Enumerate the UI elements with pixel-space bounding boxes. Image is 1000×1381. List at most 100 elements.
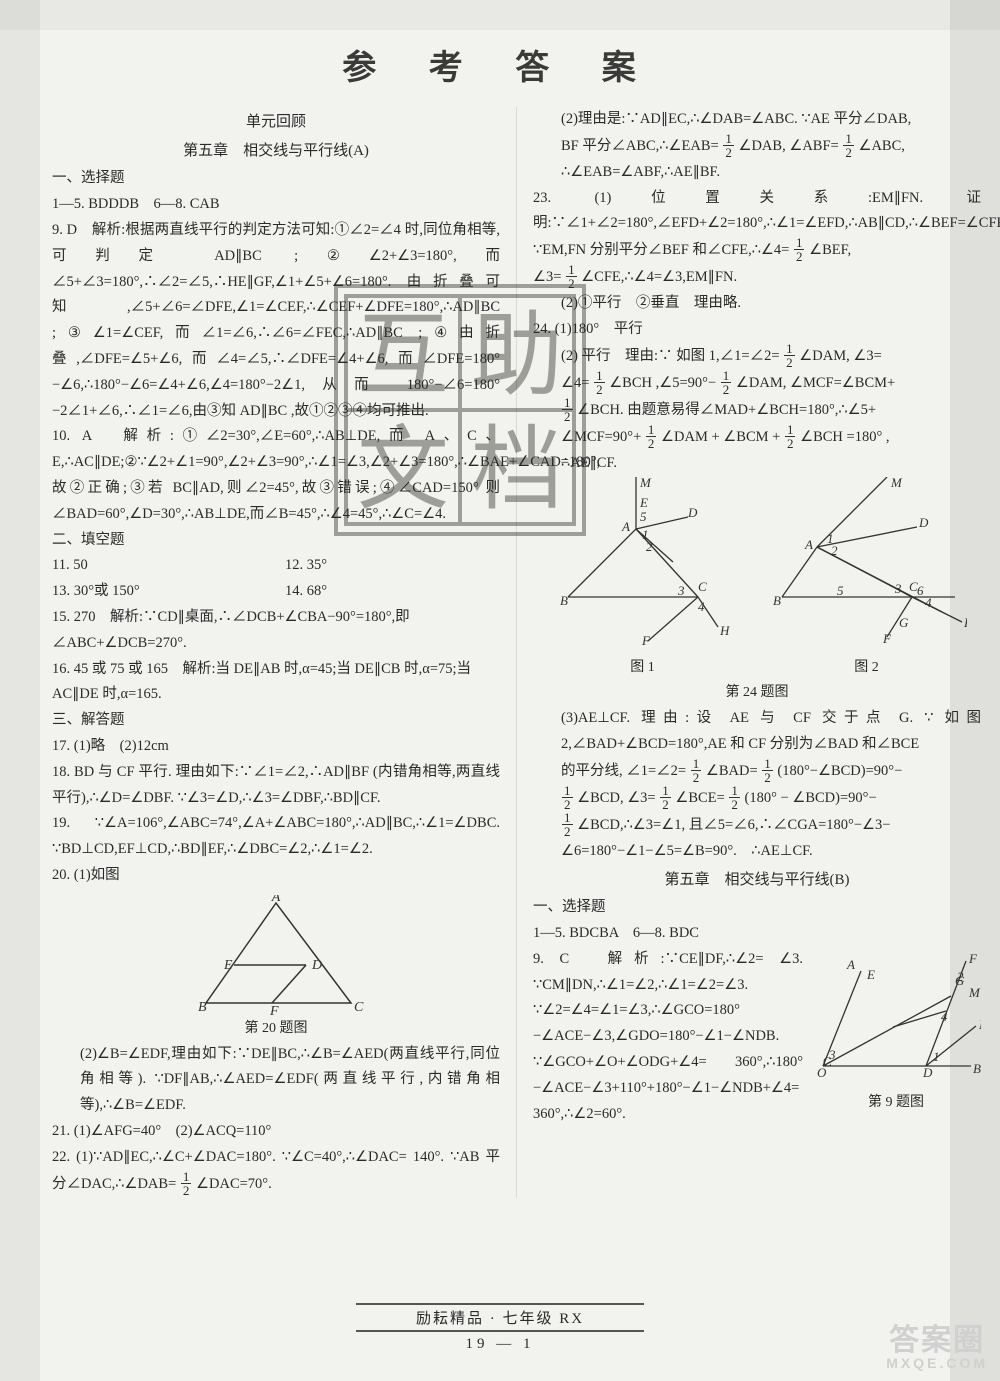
corner-small: MXQE.COM	[886, 1355, 988, 1371]
frac-half: 12	[729, 784, 740, 811]
svg-text:M: M	[639, 477, 652, 490]
frac-half: 12	[691, 757, 702, 784]
frac-half: 12	[562, 784, 573, 811]
q13: 13. 30°或 150°	[52, 579, 285, 605]
r24-2b: ∠DAM, ∠3=	[799, 348, 882, 364]
svg-text:G: G	[899, 615, 909, 630]
q9: 9. D 解析:根据两直线平行的判定方法可知:①∠2=∠4 时,同位角相等,可判…	[52, 218, 500, 424]
figure-24-row: ME AD BC HF 512 34 图 1	[533, 477, 981, 682]
q11: 11. 50	[52, 553, 285, 579]
svg-text:M: M	[968, 985, 981, 1000]
secb-choice: 一、选择题	[533, 895, 981, 921]
r23-1c: ∠BEF,	[809, 242, 851, 258]
frac-half: 12	[594, 369, 605, 396]
svg-text:B: B	[973, 1061, 981, 1076]
footer: 励耘精品 · 七年级 RX 19 — 1	[0, 1303, 1000, 1353]
q22-body: 22. (1)∵AD∥EC,∴∠C+∠DAC=180°. ∵∠C=40°,∴∠D…	[52, 1149, 500, 1192]
r24-3b: 的平分线, ∠1=∠2=	[561, 763, 686, 779]
q22-tail: ∠DAC=70°.	[196, 1175, 272, 1191]
svg-text:H: H	[719, 623, 730, 638]
r24-3h: ∠BCD,∴∠3=∠1, 且∠5=∠6,∴∠CGA=180°−∠3−	[577, 817, 890, 833]
r24-3i: ∠6=180°−∠1−∠5=∠B=90°. ∴AE⊥CF.	[561, 843, 813, 859]
scan-shade-top	[0, 0, 1000, 30]
svg-text:A: A	[846, 957, 855, 972]
q16: 16. 45 或 75 或 165 解析:当 DE∥AB 时,α=45;当 DE…	[52, 657, 500, 709]
frac-half: 12	[723, 132, 734, 159]
r24-2f: ∠BCH. 由题意易得∠MAD+∠BCH=180°,∴∠5+	[577, 402, 876, 418]
chapter-5b-title: 第五章 相交线与平行线(B)	[533, 867, 981, 894]
svg-text:A: A	[804, 537, 813, 552]
fig9-caption: 第 9 题图	[811, 1091, 981, 1116]
r23-1: 23. (1)位置关系:EM∥FN. 证明:∵∠1+∠2=180°,∠EFD+∠…	[533, 186, 981, 292]
ans-1-8: 1—5. BDDDB 6—8. CAB	[52, 192, 500, 218]
page: 参 考 答 案 互 助 文 档 单元回顾 第五章 相交线与平行线(A) 一、选择…	[0, 0, 1000, 1381]
svg-text:F: F	[968, 951, 978, 966]
svg-text:4: 4	[925, 595, 932, 610]
svg-text:2: 2	[646, 539, 653, 554]
svg-text:F: F	[641, 633, 651, 647]
figure-9: OAE FGM NDB 32 41 C 第 9 题图	[811, 951, 981, 1116]
r24-3a: (3)AE⊥CF. 理由:设 AE 与 CF 交于点 G. ∵ 如图 2,∠BA…	[561, 710, 981, 752]
r24-2d: ∠BCH ,∠5=90°−	[609, 375, 716, 391]
r23-1b: ∵EM,FN 分别平分∠BEF 和∠CFE,∴∠4=	[533, 242, 789, 258]
q22: 22. (1)∵AD∥EC,∴∠C+∠DAC=180°. ∵∠C=40°,∴∠D…	[52, 1145, 500, 1198]
svg-text:2: 2	[957, 969, 964, 984]
r24-3: (3)AE⊥CF. 理由:设 AE 与 CF 交于点 G. ∵ 如图 2,∠BA…	[533, 706, 981, 864]
r24-2a: (2) 平行 理由:∵ 如图 1,∠1=∠2=	[561, 348, 780, 364]
sec-solve: 三、解答题	[52, 708, 500, 734]
frac-half: 12	[794, 236, 805, 263]
r22-2e: ∴∠EAB=∠ABF,∴AE∥BF.	[561, 164, 720, 180]
right-column: (2)理由是:∵AD∥EC,∴∠DAB=∠ABC. ∵AE 平分∠DAB, BF…	[516, 107, 981, 1198]
svg-text:4: 4	[941, 1009, 948, 1024]
r24-3e: ∠BCD, ∠3=	[577, 790, 656, 806]
r22-2b: BF 平分∠ABC,∴∠EAB=	[561, 138, 719, 154]
figure-24-2: MD AB CE FG 12 53 64 图 2	[767, 477, 967, 682]
r24-2e: ∠DAM, ∠MCF=∠BCM+	[736, 375, 895, 391]
r23-1e: ∠CFE,∴∠4=∠3,EM∥FN.	[581, 269, 737, 285]
unit-review: 单元回顾	[52, 109, 500, 136]
svg-text:B: B	[560, 593, 568, 608]
svg-text:D: D	[922, 1065, 933, 1080]
frac-half: 12	[646, 423, 657, 450]
frac-half: 12	[566, 263, 577, 290]
figure-24-1: ME AD BC HF 512 34 图 1	[548, 477, 738, 682]
r23-2: (2)①平行 ②垂直 理由略.	[533, 291, 981, 317]
r24-2g: ∠MCF=90°+	[561, 429, 641, 445]
q20-1: 20. (1)如图	[52, 863, 500, 889]
b-ans-1-8: 1—5. BDCBA 6—8. BDC	[533, 921, 981, 947]
r24-2i: ∠BCH =180° ,	[800, 429, 889, 445]
svg-text:6: 6	[917, 583, 924, 598]
svg-text:D: D	[311, 958, 322, 973]
r22-2: (2)理由是:∵AD∥EC,∴∠DAB=∠ABC. ∵AE 平分∠DAB, BF…	[533, 107, 981, 186]
svg-text:C: C	[354, 1000, 364, 1015]
r24-2c: ∠4=	[561, 375, 589, 391]
fig24-cap1: 图 1	[548, 656, 738, 681]
svg-text:3: 3	[894, 581, 902, 596]
q17: 17. (1)略 (2)12cm	[52, 734, 500, 760]
r24-3g: (180° − ∠BCD)=90°−	[745, 790, 877, 806]
r24-3f: ∠BCE=	[675, 790, 724, 806]
r22-2c: ∠DAB, ∠ABF=	[738, 138, 838, 154]
frac-half: 12	[784, 342, 795, 369]
svg-text:B: B	[773, 593, 781, 608]
sec-fill: 二、填空题	[52, 528, 500, 554]
figure-20: A B C E D F	[186, 895, 366, 1015]
frac-half: 12	[762, 757, 773, 784]
r24-2: (2) 平行 理由:∵ 如图 1,∠1=∠2= 12 ∠DAM, ∠3= ∠4=…	[533, 343, 981, 477]
chapter-5a-title: 第五章 相交线与平行线(A)	[52, 138, 500, 165]
left-column: 单元回顾 第五章 相交线与平行线(A) 一、选择题 1—5. BDDDB 6—8…	[52, 107, 516, 1198]
q21: 21. (1)∠AFG=40° (2)∠ACQ=110°	[52, 1119, 500, 1145]
r24-2j: ∴AE∥CF.	[561, 455, 617, 471]
svg-text:M: M	[890, 477, 903, 490]
footer-page: 19 — 1	[0, 1336, 1000, 1353]
r24-2h: ∠DAM + ∠BCM +	[661, 429, 780, 445]
r24-3d: (180°−∠BCD)=90°−	[777, 763, 902, 779]
r24-1: 24. (1)180° 平行	[533, 317, 981, 343]
svg-text:4: 4	[698, 599, 705, 614]
frac-half: 12	[785, 423, 796, 450]
svg-text:F: F	[269, 1004, 279, 1015]
q20-2: (2)∠B=∠EDF,理由如下:∵DE∥BC,∴∠B=∠AED(两直线平行,同位…	[52, 1042, 500, 1119]
svg-text:E: E	[866, 967, 875, 982]
footer-brand: 励耘精品 · 七年级 RX	[356, 1303, 644, 1332]
q18: 18. BD 与 CF 平行. 理由如下:∵∠1=∠2,∴AD∥BF (内错角相…	[52, 760, 500, 812]
